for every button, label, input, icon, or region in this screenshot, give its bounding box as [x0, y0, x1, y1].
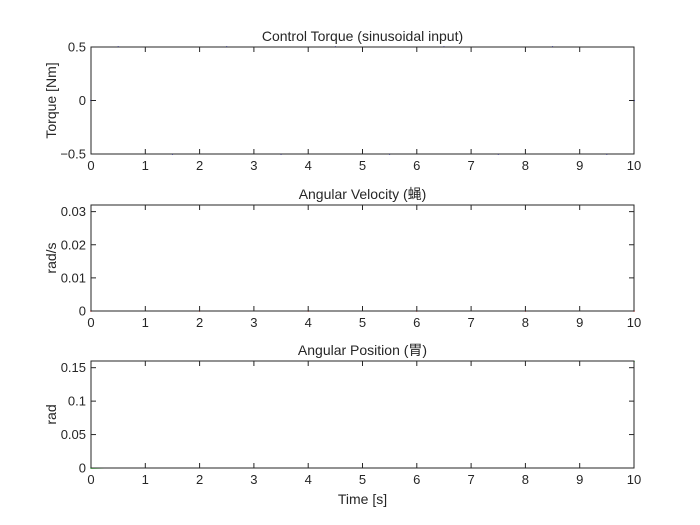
y-tick-label: 0.1 — [68, 394, 86, 409]
x-tick-label: 2 — [196, 472, 203, 487]
x-tick-label: 0 — [87, 158, 94, 173]
x-tick-label: 7 — [467, 472, 474, 487]
x-tick-label: 4 — [305, 472, 312, 487]
plot-title: Angular Position (胃) — [298, 342, 427, 358]
x-tick-label: 8 — [522, 158, 529, 173]
axes-box — [90, 46, 635, 155]
x-tick-label: 8 — [522, 472, 529, 487]
x-tick-label: 6 — [413, 315, 420, 330]
y-tick-label: 0.15 — [61, 360, 86, 375]
x-tick-label: 1 — [142, 315, 149, 330]
x-tick-label: 3 — [250, 472, 257, 487]
y-axis-label: rad/s — [43, 242, 59, 273]
plot-title: Angular Velocity (蝇) — [299, 186, 427, 202]
axes-box — [90, 360, 635, 469]
x-tick-label: 1 — [142, 158, 149, 173]
x-tick-label: 6 — [413, 472, 420, 487]
x-tick-label: 3 — [250, 158, 257, 173]
x-tick-label: 4 — [305, 158, 312, 173]
x-tick-label: 2 — [196, 315, 203, 330]
y-tick-label: 0.03 — [61, 204, 86, 219]
x-tick-label: 1 — [142, 472, 149, 487]
y-tick-label: 0 — [79, 304, 86, 319]
y-tick-label: 0 — [79, 461, 86, 476]
x-axis-label: Time [s] — [338, 491, 387, 507]
subplot-3: 0 1 2 3 4 5 6 7 8 9 10 0 0.05 0.1 0.15 Angular Position… — [43, 342, 641, 507]
x-tick-label: 10 — [627, 158, 641, 173]
x-tick-label: 4 — [305, 315, 312, 330]
x-tick-label: 6 — [413, 158, 420, 173]
x-tick-label: 9 — [576, 158, 583, 173]
y-axis-label: Torque [Nm] — [43, 62, 59, 138]
x-tick-label: 5 — [359, 472, 366, 487]
subplot-2: 0 1 2 3 4 5 6 7 8 9 10 0 0.01 0.02 0.03 Angular Velocit… — [43, 186, 641, 330]
y-axis-label: rad — [43, 404, 59, 424]
y-tick-label: 0 — [79, 93, 86, 108]
x-tick-label: 5 — [359, 158, 366, 173]
x-tick-label: 2 — [196, 158, 203, 173]
y-tick-label: 0.01 — [61, 270, 86, 285]
axes-box — [90, 204, 635, 312]
x-tick-label: 5 — [359, 315, 366, 330]
y-tick-label: 0.05 — [61, 427, 86, 442]
y-tick-label: 0.5 — [68, 40, 86, 55]
x-tick-label: 7 — [467, 315, 474, 330]
x-tick-label: 9 — [576, 315, 583, 330]
x-tick-label: 8 — [522, 315, 529, 330]
x-tick-label: 3 — [250, 315, 257, 330]
plot-title: Control Torque (sinusoidal input) — [262, 28, 463, 44]
x-tick-label: 0 — [87, 315, 94, 330]
x-tick-label: 7 — [467, 158, 474, 173]
x-tick-label: 10 — [627, 315, 641, 330]
x-tick-label: 9 — [576, 472, 583, 487]
y-tick-label: 0.02 — [61, 237, 86, 252]
y-tick-label: −0.5 — [60, 147, 86, 162]
x-tick-label: 0 — [87, 472, 94, 487]
x-tick-label: 10 — [627, 472, 641, 487]
